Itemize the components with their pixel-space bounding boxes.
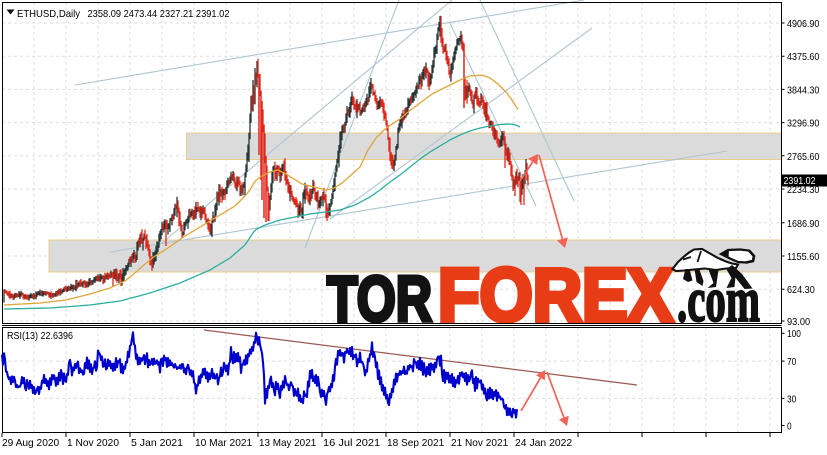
svg-text:1 Nov 2020: 1 Nov 2020	[67, 437, 119, 449]
svg-text:FOREX: FOREX	[438, 253, 673, 337]
svg-text:5 Jan 2021: 5 Jan 2021	[131, 437, 183, 449]
svg-text:100: 100	[787, 328, 801, 340]
svg-text:70: 70	[787, 356, 796, 368]
svg-text:30: 30	[787, 393, 796, 405]
svg-text:4906.90: 4906.90	[787, 18, 820, 30]
svg-text:624.30: 624.30	[787, 284, 815, 296]
svg-text:2234.30: 2234.30	[787, 184, 820, 196]
svg-text:2765.60: 2765.60	[787, 151, 820, 163]
svg-text:0: 0	[787, 421, 792, 433]
svg-text:16 Jul 2021: 16 Jul 2021	[323, 437, 380, 449]
svg-text:93.00: 93.00	[787, 316, 810, 328]
svg-text:4375.60: 4375.60	[787, 51, 820, 63]
svg-text:21 Nov 2021: 21 Nov 2021	[451, 437, 508, 449]
svg-text:1155.60: 1155.60	[787, 251, 820, 263]
svg-text:1686.90: 1686.90	[787, 218, 820, 230]
svg-text:3844.30: 3844.30	[787, 84, 820, 96]
svg-text:3296.90: 3296.90	[787, 118, 820, 130]
svg-text:2358.09 2473.44 2327.21 2391.0: 2358.09 2473.44 2327.21 2391.02	[88, 8, 230, 20]
svg-text:29 Aug 2020: 29 Aug 2020	[2, 437, 59, 449]
svg-text:10 Mar 2021: 10 Mar 2021	[195, 437, 252, 449]
svg-text:18 Sep 2021: 18 Sep 2021	[387, 437, 444, 449]
svg-text:24 Jan 2022: 24 Jan 2022	[515, 437, 572, 449]
svg-text:13 May 2021: 13 May 2021	[259, 437, 316, 449]
svg-text:2391.02: 2391.02	[784, 176, 816, 187]
svg-text:TOR: TOR	[327, 263, 432, 335]
svg-text:ETHUSD,Daily: ETHUSD,Daily	[17, 8, 81, 20]
svg-text:RSI(13) 22.6396: RSI(13) 22.6396	[7, 330, 73, 342]
